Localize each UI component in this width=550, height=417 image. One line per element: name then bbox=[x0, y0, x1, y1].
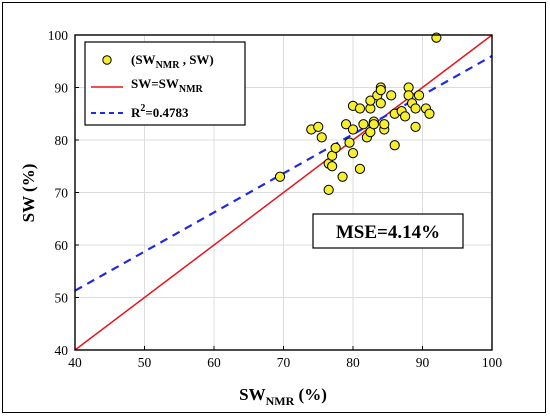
data-point bbox=[424, 108, 435, 119]
legend-marker-scatter bbox=[102, 55, 112, 65]
x-tick-label: 60 bbox=[207, 355, 221, 370]
data-point bbox=[323, 184, 334, 195]
data-point bbox=[375, 85, 386, 96]
mse-annotation: MSE=4.14% bbox=[312, 213, 464, 249]
data-point bbox=[354, 103, 366, 114]
legend-label-scatter: (SWNMR , SW) bbox=[131, 52, 214, 71]
y-tick-label: 50 bbox=[55, 291, 69, 306]
data-point bbox=[313, 121, 324, 132]
x-tick-label: 90 bbox=[416, 355, 430, 370]
x-tick-label: 70 bbox=[277, 355, 291, 370]
y-tick-label: 40 bbox=[55, 343, 69, 358]
x-tick-label: 40 bbox=[68, 355, 82, 370]
data-point bbox=[340, 119, 352, 130]
y-tick-label: 80 bbox=[55, 133, 69, 148]
legend: (SWNMR , SW) SW=SWNMR R2=0.4783 bbox=[84, 41, 246, 126]
x-tick-label: 80 bbox=[346, 355, 360, 370]
data-point bbox=[347, 148, 359, 159]
legend-box bbox=[84, 41, 246, 126]
axis-ticks: 40 50 60 70 80 90 100 40 50 60 70 80 90 100 bbox=[48, 28, 503, 370]
data-point bbox=[274, 171, 286, 182]
data-point bbox=[410, 121, 421, 132]
data-point bbox=[375, 98, 386, 109]
data-point bbox=[386, 90, 397, 101]
identity-line bbox=[74, 34, 493, 351]
data-point bbox=[358, 119, 369, 130]
x-axis-label: SWNMR (%) bbox=[239, 385, 327, 408]
x-tick-label: 100 bbox=[482, 355, 503, 370]
data-point bbox=[330, 142, 341, 153]
data-point bbox=[400, 111, 411, 122]
legend-label-fit: R2=0.4783 bbox=[131, 103, 189, 120]
data-point bbox=[410, 103, 421, 114]
data-point bbox=[365, 95, 376, 106]
mse-box bbox=[312, 213, 464, 249]
data-point bbox=[379, 119, 390, 130]
data-point bbox=[389, 140, 400, 151]
y-tick-label: 60 bbox=[55, 238, 69, 253]
data-point bbox=[337, 171, 348, 182]
data-point bbox=[347, 124, 359, 135]
data-point bbox=[413, 90, 425, 101]
data-point bbox=[344, 137, 355, 148]
data-point bbox=[368, 119, 379, 130]
y-tick-label: 70 bbox=[55, 186, 69, 201]
y-tick-label: 100 bbox=[48, 28, 69, 43]
data-point bbox=[327, 161, 338, 172]
data-point bbox=[354, 163, 366, 174]
y-axis-label: SW (%) bbox=[19, 164, 38, 223]
mse-text: MSE=4.14% bbox=[336, 222, 440, 243]
x-tick-label: 50 bbox=[138, 355, 152, 370]
data-point bbox=[316, 132, 327, 143]
y-tick-label: 90 bbox=[55, 81, 69, 96]
legend-label-identity: SW=SWNMR bbox=[131, 76, 204, 95]
